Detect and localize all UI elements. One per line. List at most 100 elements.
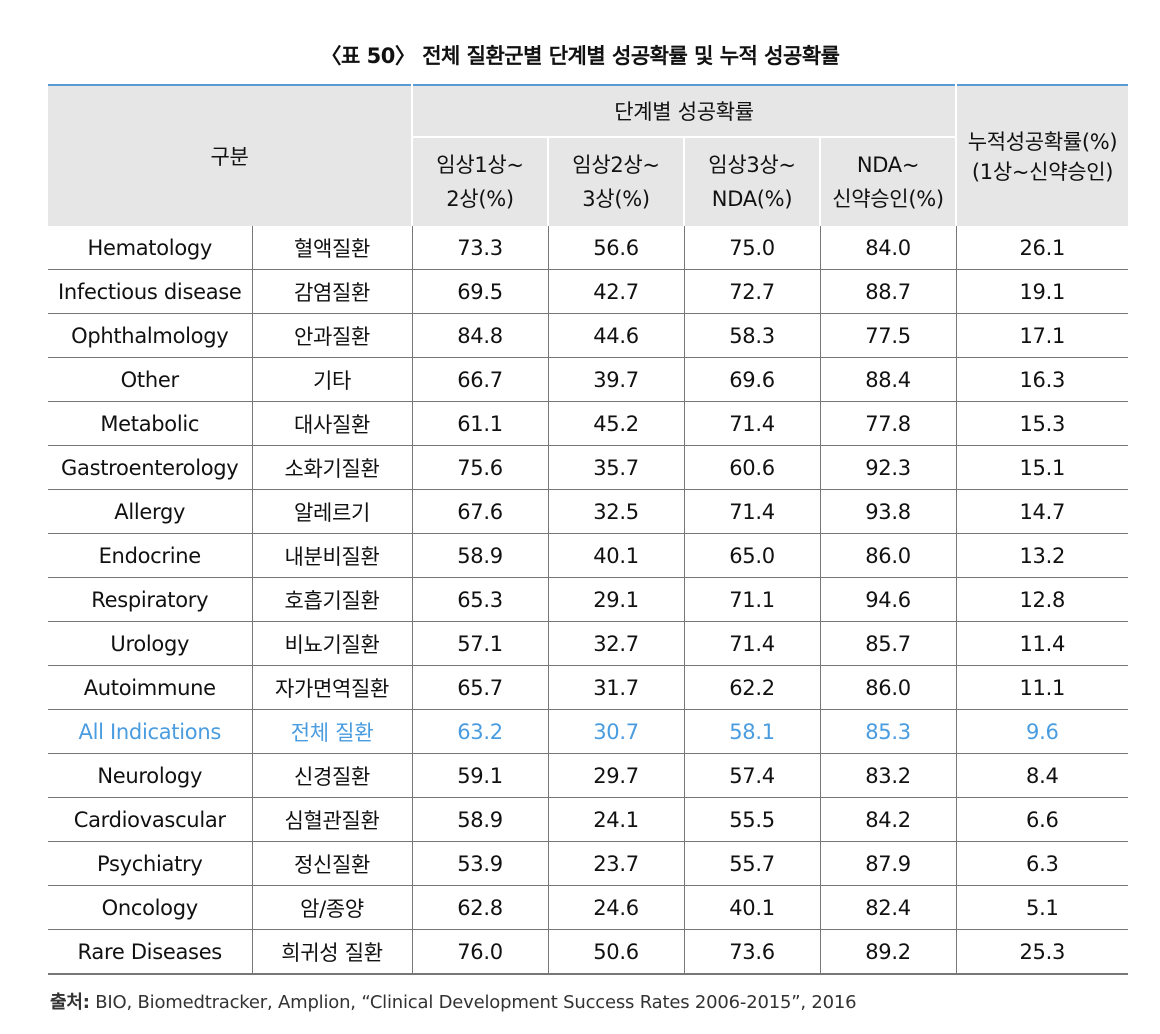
cell-indication-ko: 심혈관질환 <box>252 797 413 842</box>
cell-phase3-nda: 75.0 <box>684 226 821 270</box>
table-row: Infectious disease 감염질환 69.5 42.7 72.7 88.7 19… <box>48 269 1129 314</box>
header-line2: 3상(%) <box>582 187 650 211</box>
cell-cumulative: 15.1 <box>956 445 1129 490</box>
cell-cumulative: 26.1 <box>956 226 1129 270</box>
cell-phase1-2: 59.1 <box>412 753 549 798</box>
cell-phase3-nda: 73.6 <box>684 929 821 975</box>
cell-indication-en: Oncology <box>48 885 253 930</box>
cell-phase1-2: 65.7 <box>412 665 549 710</box>
cell-phase2-3: 45.2 <box>548 401 685 446</box>
cell-phase2-3: 35.7 <box>548 445 685 490</box>
cell-phase2-3: 50.6 <box>548 929 685 975</box>
cell-indication-en: Endocrine <box>48 533 253 578</box>
cell-indication-ko: 비뇨기질환 <box>252 621 413 666</box>
cell-indication-ko: 전체 질환 <box>252 709 413 754</box>
cell-phase2-3: 31.7 <box>548 665 685 710</box>
cell-phase3-nda: 65.0 <box>684 533 821 578</box>
cell-cumulative: 11.1 <box>956 665 1129 710</box>
cell-phase1-2: 76.0 <box>412 929 549 975</box>
cell-indication-en: Other <box>48 357 253 402</box>
header-phase2-3: 임상2상~ 3상(%) <box>548 137 686 226</box>
header-line2: 신약승인(%) <box>832 187 944 211</box>
source-text: BIO, Biomedtracker, Amplion, “Clinical D… <box>89 992 857 1013</box>
cell-phase3-nda: 69.6 <box>684 357 821 402</box>
cell-phase2-3: 44.6 <box>548 313 685 358</box>
header-cumulative: 누적성공확률(%) (1상~신약승인) <box>956 84 1129 226</box>
cell-nda-approval: 82.4 <box>820 885 957 930</box>
cell-indication-ko: 대사질환 <box>252 401 413 446</box>
header-phase1-2: 임상1상~ 2상(%) <box>412 137 550 226</box>
cell-phase2-3: 30.7 <box>548 709 685 754</box>
cell-indication-ko: 기타 <box>252 357 413 402</box>
cell-indication-ko: 감염질환 <box>252 269 413 314</box>
cell-phase1-2: 57.1 <box>412 621 549 666</box>
cell-phase2-3: 32.5 <box>548 489 685 534</box>
cell-phase2-3: 23.7 <box>548 841 685 886</box>
cell-cumulative: 6.6 <box>956 797 1129 842</box>
cell-indication-ko: 안과질환 <box>252 313 413 358</box>
table-row: Urology 비뇨기질환 57.1 32.7 71.4 85.7 11.4 <box>48 621 1129 666</box>
cell-cumulative: 9.6 <box>956 709 1129 754</box>
cell-nda-approval: 84.2 <box>820 797 957 842</box>
cell-phase3-nda: 71.4 <box>684 401 821 446</box>
cell-phase1-2: 75.6 <box>412 445 549 490</box>
table-row: Other 기타 66.7 39.7 69.6 88.4 16.3 <box>48 357 1129 402</box>
table-row: Oncology 암/종양 62.8 24.6 40.1 82.4 5.1 <box>48 885 1129 930</box>
cell-phase3-nda: 40.1 <box>684 885 821 930</box>
cell-phase3-nda: 55.7 <box>684 841 821 886</box>
cell-indication-en: Rare Diseases <box>48 929 253 975</box>
cell-phase3-nda: 60.6 <box>684 445 821 490</box>
cell-cumulative: 16.3 <box>956 357 1129 402</box>
table-row: Autoimmune 자가면역질환 65.7 31.7 62.2 86.0 11.1 <box>48 665 1129 710</box>
cell-indication-en: Urology <box>48 621 253 666</box>
cell-cumulative: 13.2 <box>956 533 1129 578</box>
cell-cumulative: 12.8 <box>956 577 1129 622</box>
cell-cumulative: 5.1 <box>956 885 1129 930</box>
header-stage-group: 단계별 성공확률 <box>412 84 958 138</box>
cell-phase2-3: 24.1 <box>548 797 685 842</box>
table-row: Allergy 알레르기 67.6 32.5 71.4 93.8 14.7 <box>48 489 1129 534</box>
cell-indication-ko: 정신질환 <box>252 841 413 886</box>
cell-nda-approval: 85.3 <box>820 709 957 754</box>
source-note: 출처: BIO, Biomedtracker, Amplion, “Clinic… <box>50 988 857 1014</box>
cell-phase1-2: 58.9 <box>412 797 549 842</box>
cell-phase2-3: 24.6 <box>548 885 685 930</box>
cell-cumulative: 11.4 <box>956 621 1129 666</box>
header-cumulative-line1: 누적성공확률(%) <box>967 130 1118 154</box>
table-row: Rare Diseases 희귀성 질환 76.0 50.6 73.6 89.2 25.3 <box>48 929 1129 975</box>
cell-indication-en: Neurology <box>48 753 253 798</box>
cell-indication-ko: 자가면역질환 <box>252 665 413 710</box>
source-label: 출처: <box>50 992 90 1013</box>
cell-indication-en: Metabolic <box>48 401 253 446</box>
cell-phase3-nda: 71.4 <box>684 489 821 534</box>
table-row: Psychiatry 정신질환 53.9 23.7 55.7 87.9 6.3 <box>48 841 1129 886</box>
cell-phase2-3: 56.6 <box>548 226 685 270</box>
table-row: Hematology 혈액질환 73.3 56.6 75.0 84.0 26.1 <box>48 226 1129 270</box>
cell-nda-approval: 94.6 <box>820 577 957 622</box>
cell-cumulative: 25.3 <box>956 929 1129 975</box>
cell-phase1-2: 84.8 <box>412 313 549 358</box>
cell-phase2-3: 32.7 <box>548 621 685 666</box>
cell-indication-en: Cardiovascular <box>48 797 253 842</box>
header-line1: 임상1상~ <box>436 153 524 177</box>
header-line1: NDA~ <box>856 153 920 177</box>
cell-indication-en: Psychiatry <box>48 841 253 886</box>
cell-phase3-nda: 55.5 <box>684 797 821 842</box>
cell-nda-approval: 88.4 <box>820 357 957 402</box>
table-row: Respiratory 호흡기질환 65.3 29.1 71.1 94.6 12.8 <box>48 577 1129 622</box>
cell-phase2-3: 29.7 <box>548 753 685 798</box>
cell-phase1-2: 63.2 <box>412 709 549 754</box>
cell-nda-approval: 77.5 <box>820 313 957 358</box>
cell-indication-ko: 희귀성 질환 <box>252 929 413 975</box>
cell-indication-en: Autoimmune <box>48 665 253 710</box>
cell-phase1-2: 67.6 <box>412 489 549 534</box>
cell-nda-approval: 83.2 <box>820 753 957 798</box>
cell-indication-en: Allergy <box>48 489 253 534</box>
cell-cumulative: 8.4 <box>956 753 1129 798</box>
cell-phase3-nda: 71.1 <box>684 577 821 622</box>
cell-nda-approval: 88.7 <box>820 269 957 314</box>
cell-phase1-2: 62.8 <box>412 885 549 930</box>
table-row: Gastroenterology 소화기질환 75.6 35.7 60.6 92.3 15.… <box>48 445 1129 490</box>
cell-indication-en: Ophthalmology <box>48 313 253 358</box>
success-rate-table: 구분 단계별 성공확률 누적성공확률(%) (1상~신약승인) 임상1상~ 2상… <box>48 84 1129 975</box>
